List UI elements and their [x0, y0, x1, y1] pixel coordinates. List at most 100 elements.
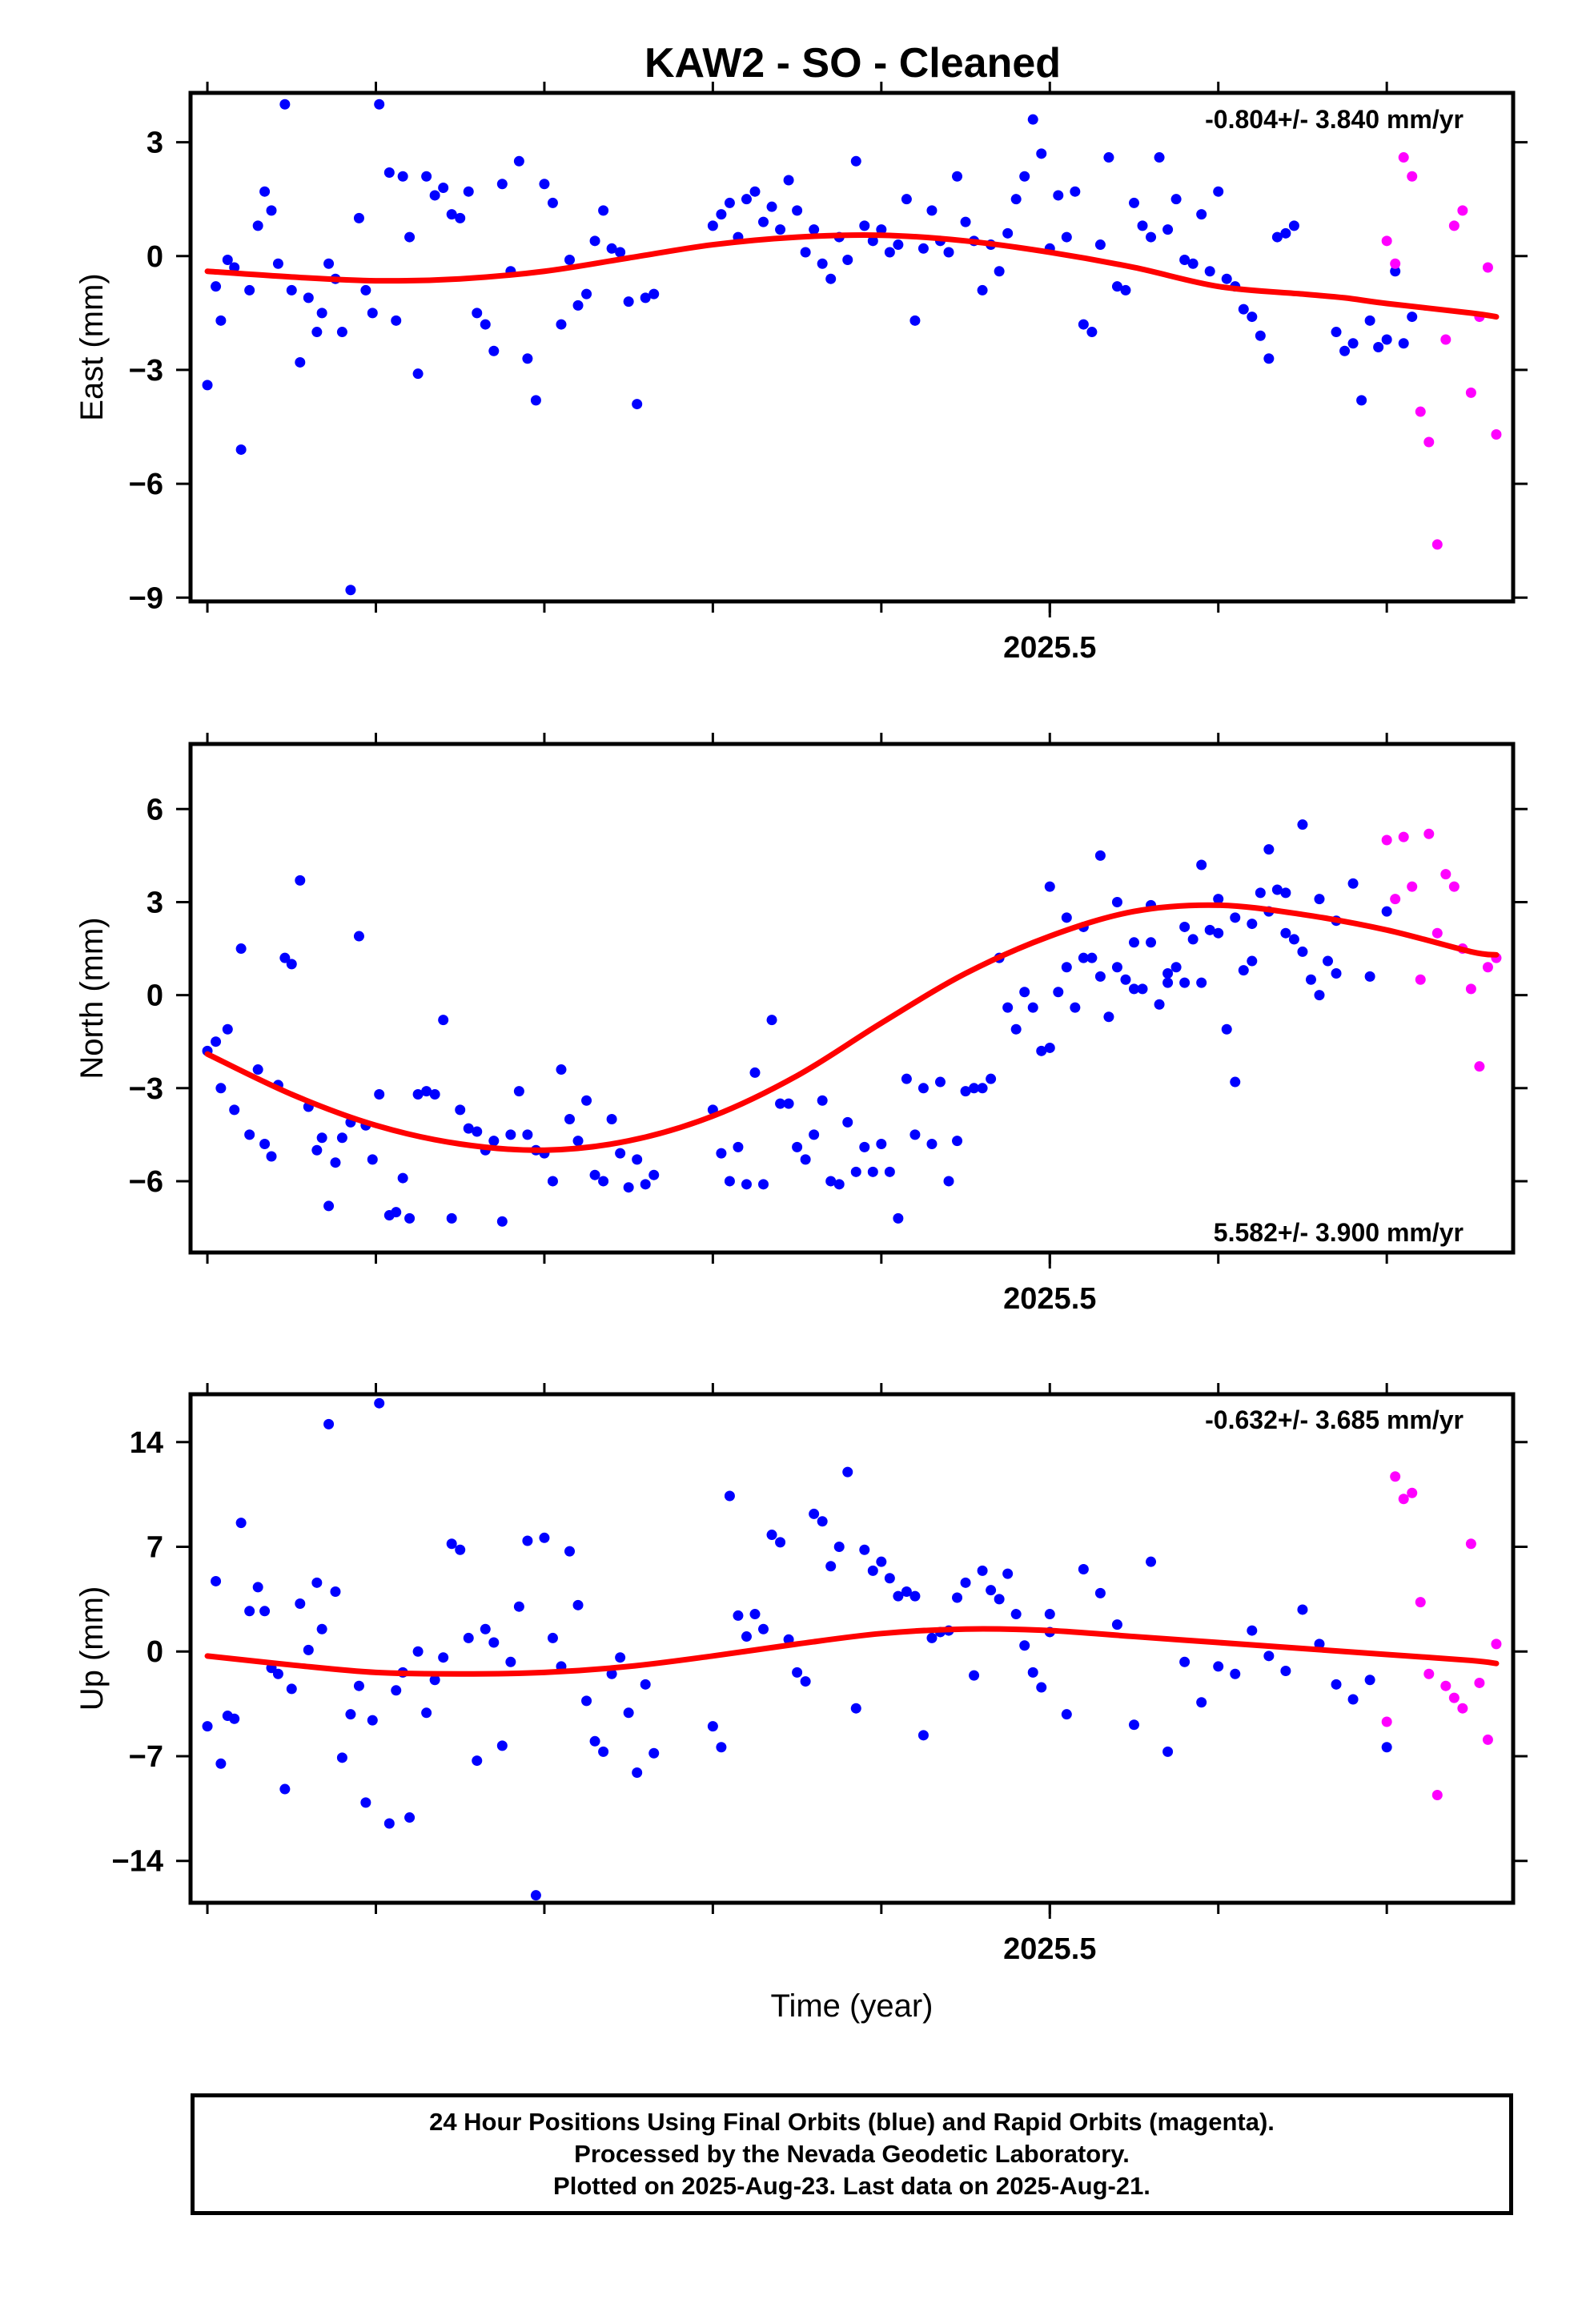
final-orbit-point — [884, 1166, 895, 1177]
final-orbit-point — [581, 1095, 592, 1106]
final-orbit-point — [792, 205, 803, 216]
final-orbit-point — [1230, 912, 1241, 923]
final-orbit-point — [480, 319, 491, 330]
final-orbit-point — [850, 1166, 861, 1177]
final-orbit-point — [1314, 990, 1325, 1001]
final-orbit-point — [1255, 330, 1266, 341]
final-orbit-point — [1162, 224, 1174, 235]
final-orbit-point — [496, 1216, 508, 1227]
final-orbit-point — [1128, 197, 1139, 208]
final-orbit-point — [564, 1546, 576, 1557]
final-orbit-point — [295, 875, 306, 886]
final-orbit-point — [505, 1129, 516, 1140]
final-orbit-point — [259, 1606, 271, 1617]
final-orbit-point — [412, 1646, 424, 1657]
final-orbit-point — [1027, 114, 1038, 125]
final-orbit-point — [977, 1565, 988, 1576]
final-orbit-point — [1323, 0, 1333, 6]
final-orbit-point — [986, 1585, 997, 1596]
final-orbit-point — [215, 1758, 227, 1769]
final-orbit-point — [926, 1138, 938, 1149]
final-orbit-point — [1154, 152, 1165, 163]
final-orbit-point — [800, 1154, 811, 1165]
final-orbit-point — [1347, 878, 1359, 889]
final-orbit-point — [1002, 227, 1014, 239]
final-orbit-point — [472, 308, 483, 319]
final-orbit-point — [367, 308, 378, 319]
y-tick-label: 0 — [147, 240, 163, 274]
final-orbit-point — [1314, 894, 1325, 905]
rapid-orbit-point — [1491, 1638, 1502, 1650]
final-orbit-point — [766, 201, 777, 212]
y-tick-label: −9 — [129, 581, 163, 615]
final-orbit-point — [1137, 983, 1148, 995]
final-orbit-point — [749, 186, 761, 197]
y-tick-label: 3 — [147, 127, 163, 160]
velocity-rate-label: -0.632+/- 3.685 mm/yr — [1205, 1405, 1464, 1434]
final-orbit-point — [286, 284, 297, 296]
final-orbit-point — [952, 1136, 963, 1147]
final-orbit-point — [977, 1083, 988, 1094]
final-orbit-point — [716, 1148, 727, 1159]
rapid-orbit-point — [1407, 1487, 1418, 1498]
plot-frame — [188, 90, 1516, 604]
final-orbit-point — [1196, 977, 1207, 988]
final-orbit-point — [1179, 977, 1191, 988]
final-orbit-point — [606, 1668, 617, 1679]
final-orbit-point — [842, 1466, 853, 1478]
rapid-orbit-point — [1390, 258, 1401, 269]
final-orbit-point — [598, 205, 609, 216]
final-orbit-point — [876, 224, 887, 235]
rapid-orbit-point — [1415, 406, 1426, 417]
final-orbit-point — [547, 1176, 558, 1187]
final-orbit-point — [330, 1157, 341, 1168]
final-orbit-point — [211, 1575, 222, 1586]
rapid-orbit-point — [1398, 831, 1409, 842]
final-orbit-point — [530, 1890, 541, 1901]
final-orbit-point — [917, 1730, 929, 1741]
x-tick-label: 2025.5 — [1003, 1282, 1096, 1316]
final-orbit-point — [960, 1577, 971, 1588]
rapid-orbit-point — [1482, 962, 1493, 973]
final-orbit-point — [1390, 266, 1401, 277]
final-orbit-point — [391, 1207, 402, 1218]
final-orbit-point — [222, 255, 233, 266]
final-orbit-point — [438, 1015, 449, 1026]
final-orbit-point — [640, 1679, 651, 1690]
final-orbit-point — [969, 1670, 980, 1681]
final-orbit-point — [758, 1179, 769, 1190]
final-orbit-point — [1061, 912, 1072, 923]
final-orbit-point — [547, 1632, 558, 1643]
final-orbit-point — [598, 1176, 609, 1187]
final-orbit-point — [1010, 1023, 1022, 1035]
final-orbit-point — [316, 1132, 327, 1144]
final-orbit-point — [539, 1532, 550, 1543]
final-orbit-point — [926, 205, 938, 216]
final-orbit-point — [1179, 921, 1191, 932]
final-orbit-point — [1036, 1682, 1047, 1693]
final-orbit-point — [952, 171, 963, 182]
final-orbit-point — [648, 1169, 660, 1180]
final-orbit-point — [1019, 987, 1030, 998]
y-tick-label: 14 — [130, 1426, 163, 1460]
final-orbit-point — [809, 1508, 820, 1519]
final-orbit-point — [556, 319, 567, 330]
rapid-orbit-point — [1423, 436, 1435, 448]
x-tick-label: 2025.5 — [1003, 1932, 1096, 1966]
final-orbit-point — [1154, 999, 1165, 1010]
final-orbit-point — [383, 167, 395, 179]
final-orbit-point — [724, 1490, 735, 1502]
rapid-orbit-point — [1474, 1061, 1485, 1072]
final-orbit-point — [235, 444, 247, 455]
final-orbit-point — [1094, 1587, 1106, 1598]
final-orbit-point — [775, 224, 786, 235]
final-orbit-point — [817, 1516, 828, 1527]
rapid-orbit-point — [1465, 1538, 1476, 1550]
velocity-rate-label: -0.804+/- 3.840 mm/yr — [1205, 105, 1464, 134]
final-orbit-point — [960, 216, 971, 227]
final-orbit-point — [1306, 0, 1316, 6]
final-orbit-point — [1036, 148, 1047, 159]
final-orbit-point — [842, 255, 853, 266]
final-orbit-point — [893, 1212, 904, 1224]
